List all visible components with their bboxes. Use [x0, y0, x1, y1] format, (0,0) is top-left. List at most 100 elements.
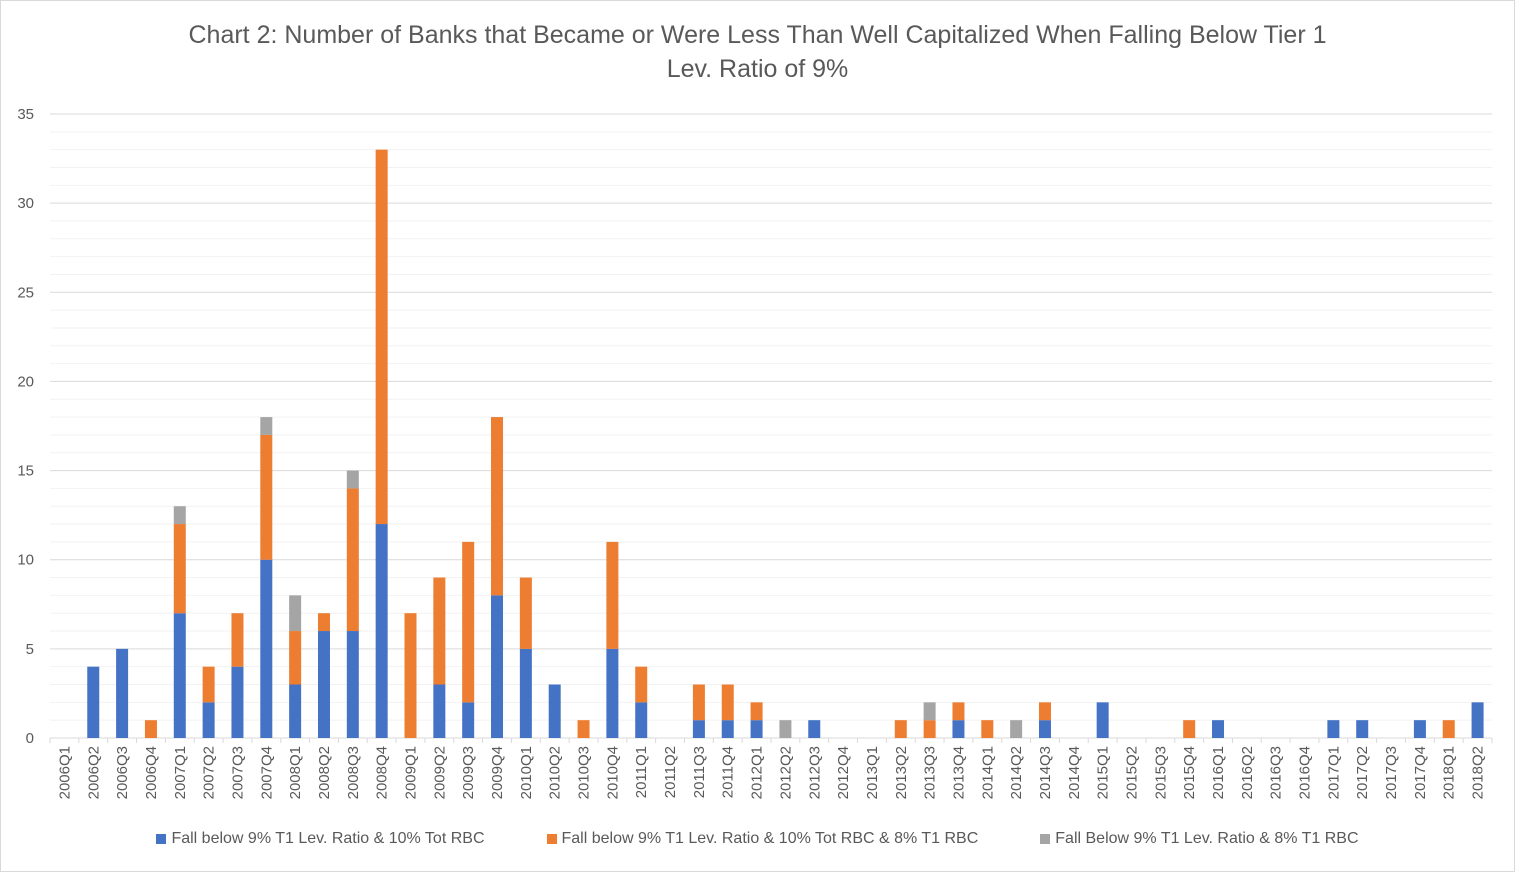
x-tick-label: 2015Q3	[1152, 746, 1169, 799]
legend-swatch-series-1	[156, 834, 167, 844]
bar-segment-series-1	[721, 720, 734, 738]
x-tick-label: 2006Q2	[85, 746, 102, 799]
bar-segment-series-2	[462, 541, 475, 703]
x-tick-label: 2011Q1	[633, 746, 650, 798]
bar-segment-series-1	[1471, 702, 1484, 738]
x-tick-label: 2007Q2	[201, 746, 218, 799]
x-tick-label: 2006Q1	[56, 746, 73, 799]
bar-segment-series-2	[433, 577, 446, 685]
bar-segment-series-2	[923, 720, 936, 738]
x-tick-label: 2008Q3	[345, 746, 362, 799]
chart-title-block: Chart 2: Number of Banks that Became or …	[0, 18, 1515, 86]
bar-segment-series-2	[289, 631, 302, 685]
x-tick-label: 2014Q3	[1037, 746, 1054, 799]
bar-segment-series-1	[346, 631, 359, 738]
bar-segment-series-1	[491, 595, 504, 738]
x-tick-label: 2009Q2	[431, 746, 448, 799]
bar-segment-series-1	[375, 524, 388, 738]
legend-item-series-3: Fall Below 9% T1 Lev. Ratio & 8% T1 RBC	[1040, 830, 1359, 848]
x-tick-label: 2017Q4	[1412, 746, 1429, 799]
legend-item-series-1: Fall below 9% T1 Lev. Ratio & 10% Tot RB…	[156, 830, 485, 848]
legend-label-series-3: Fall Below 9% T1 Lev. Ratio & 8% T1 RBC	[1055, 830, 1359, 847]
bar-segment-series-1	[750, 720, 763, 738]
legend: Fall below 9% T1 Lev. Ratio & 10% Tot RB…	[0, 830, 1515, 848]
bar-segment-series-1	[231, 666, 244, 738]
bar-segment-series-1	[692, 720, 705, 738]
bar-segment-series-3	[923, 702, 936, 721]
chart-title: Chart 2: Number of Banks that Became or …	[188, 21, 1327, 49]
x-tick-label: 2006Q4	[143, 746, 160, 799]
legend-item-series-2: Fall below 9% T1 Lev. Ratio & 10% Tot RB…	[546, 830, 979, 848]
bar-segment-series-2	[1183, 720, 1196, 738]
bar-segment-series-1	[1413, 720, 1426, 738]
x-tick-label: 2007Q1	[172, 746, 189, 799]
bar-segment-series-2	[1442, 720, 1455, 738]
bar-segment-series-1	[952, 720, 965, 738]
x-tick-label: 2015Q2	[1124, 746, 1141, 799]
x-tick-label: 2016Q1	[1210, 746, 1227, 799]
legend-swatch-series-3	[1040, 834, 1051, 844]
bar-segment-series-2	[606, 541, 619, 649]
x-tick-label: 2011Q2	[662, 746, 679, 798]
x-tick-label: 2012Q3	[806, 746, 823, 799]
bar-segment-series-1	[462, 702, 475, 738]
x-tick-label: 2015Q4	[1181, 746, 1198, 799]
x-tick-label: 2008Q1	[287, 746, 304, 799]
y-tick-label: 20	[17, 373, 34, 390]
bar-segment-series-2	[491, 417, 504, 596]
x-tick-label: 2007Q4	[258, 746, 275, 799]
bar-segment-series-1	[260, 559, 273, 738]
bar-segment-series-1	[1038, 720, 1051, 738]
legend-label-series-2: Fall below 9% T1 Lev. Ratio & 10% Tot RB…	[561, 830, 979, 847]
bar-segment-series-1	[173, 613, 186, 738]
bar-segment-series-2	[173, 524, 186, 614]
bar-segment-series-2	[260, 434, 273, 560]
x-tick-label: 2017Q2	[1354, 746, 1371, 799]
bar-segment-series-1	[606, 648, 619, 738]
x-tick-label: 2013Q4	[950, 746, 967, 799]
x-tick-label: 2014Q1	[979, 746, 996, 799]
x-tick-label: 2009Q4	[489, 746, 506, 799]
x-tick-label: 2010Q2	[547, 746, 564, 799]
y-tick-label: 10	[17, 552, 34, 569]
bar-segment-series-2	[144, 720, 157, 738]
bar-segment-series-2	[519, 577, 532, 649]
x-tick-label: 2011Q4	[720, 746, 737, 798]
y-tick-label: 5	[26, 641, 34, 658]
bar-segment-series-1	[1212, 720, 1225, 738]
bar-segment-series-1	[519, 648, 532, 738]
bar-segment-series-1	[116, 648, 129, 738]
bar-segment-series-1	[433, 684, 446, 738]
x-tick-label: 2014Q4	[1066, 746, 1083, 799]
bar-segment-series-2	[952, 702, 965, 721]
bar-segment-series-2	[577, 720, 590, 738]
x-tick-label: 2012Q2	[777, 746, 794, 799]
bar-segment-series-2	[894, 720, 907, 738]
y-tick-label: 30	[17, 195, 34, 212]
chart-subtitle: Lev. Ratio of 9%	[666, 55, 849, 83]
bar-segment-series-2	[231, 613, 244, 667]
bar-segment-series-3	[1010, 720, 1023, 738]
bar-segment-series-2	[750, 702, 763, 721]
x-tick-label: 2008Q4	[374, 746, 391, 799]
bar-segment-series-2	[346, 488, 359, 632]
x-tick-label: 2016Q4	[1297, 746, 1314, 799]
bar-segment-series-2	[375, 149, 388, 525]
bar-segment-series-3	[289, 595, 302, 632]
bar-segment-series-2	[981, 720, 994, 738]
x-tick-label: 2009Q3	[460, 746, 477, 799]
bar-segment-series-2	[404, 613, 417, 738]
bar-segment-series-1	[635, 702, 648, 738]
y-tick-label: 35	[17, 106, 34, 123]
x-tick-label: 2016Q3	[1268, 746, 1285, 799]
bar-segment-series-3	[779, 720, 792, 738]
x-tick-label: 2007Q3	[229, 746, 246, 799]
bar-segment-series-1	[289, 684, 302, 738]
x-tick-label: 2010Q4	[604, 746, 621, 799]
bar-segment-series-1	[87, 666, 100, 738]
bar-segment-series-1	[808, 720, 821, 738]
x-tick-label: 2013Q3	[922, 746, 939, 799]
x-tick-label: 2017Q1	[1325, 746, 1342, 799]
bar-segment-series-2	[721, 684, 734, 721]
